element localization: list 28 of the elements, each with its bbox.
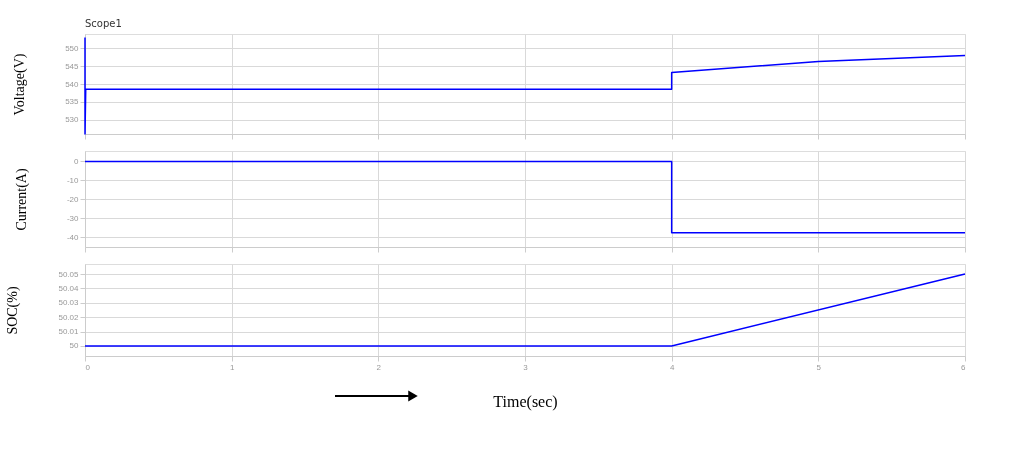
- y-tick-label: 50.02: [58, 312, 80, 322]
- y-tick-label: 545: [65, 61, 80, 71]
- x-tick-label: 6: [961, 362, 967, 372]
- x-tick-label: 3: [523, 362, 529, 372]
- y-tick-label: 550: [65, 43, 80, 53]
- y-tick-label: 50: [69, 341, 80, 351]
- y-tick-label: 0: [74, 156, 80, 166]
- y-tick-label: -10: [66, 175, 80, 185]
- x-axis-title: Time(sec): [493, 392, 558, 411]
- x-tick-label: 5: [816, 362, 822, 372]
- y-axis-title: Voltage(V): [12, 53, 29, 116]
- y-axis-title: Current(A): [13, 168, 30, 231]
- y-tick-label: -30: [66, 213, 80, 223]
- y-tick-label: 540: [65, 79, 80, 89]
- y-axis-title: SOC(%): [5, 286, 22, 335]
- y-tick-label: -20: [66, 194, 80, 204]
- x-tick-label: 1: [229, 362, 235, 372]
- y-tick-label: 535: [65, 97, 80, 107]
- x-tick-label: 0: [85, 362, 91, 372]
- x-tick-label: 2: [376, 362, 382, 372]
- y-tick-label: 50.01: [58, 327, 80, 337]
- y-tick-label: 50.03: [58, 298, 80, 308]
- y-tick-label: 530: [65, 115, 80, 125]
- x-tick-label: 4: [669, 362, 675, 372]
- y-tick-label: 50.05: [58, 269, 80, 279]
- text: Scope1: [85, 18, 122, 29]
- y-tick-label: 50.04: [58, 283, 80, 293]
- y-tick-label: -40: [66, 233, 80, 242]
